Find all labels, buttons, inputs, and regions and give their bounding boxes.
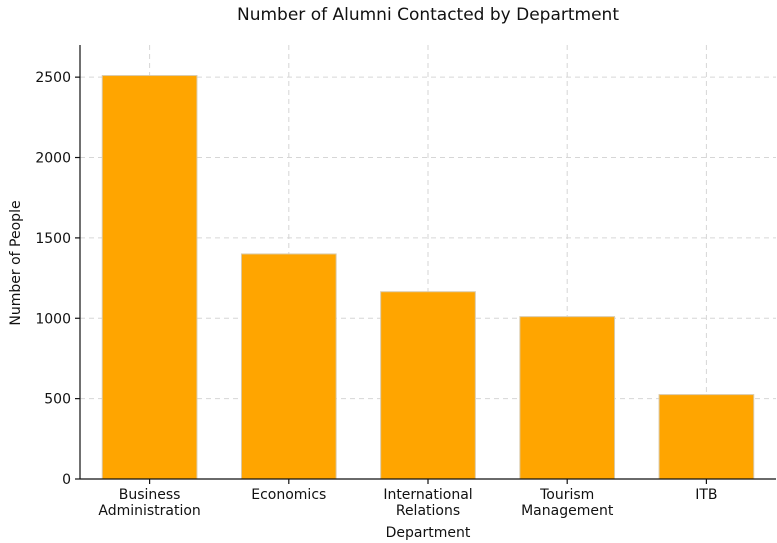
bar [658, 394, 755, 480]
bar [240, 253, 337, 480]
x-tick-label: Business Administration [98, 487, 200, 519]
x-tick-label: Economics [251, 487, 326, 503]
y-tick-label: 1500 [35, 231, 71, 247]
bars [101, 75, 755, 480]
y-tick-label: 0 [62, 472, 71, 488]
y-tick-label: 1000 [35, 311, 71, 327]
y-tick-label: 500 [44, 392, 71, 408]
y-tick-label: 2000 [35, 151, 71, 167]
y-axis-label: Number of People [8, 200, 24, 325]
x-axis-ticks: Business Administration Economics Internati… [98, 479, 718, 519]
bar [380, 291, 476, 480]
bar [519, 316, 616, 480]
y-tick-label: 2500 [35, 70, 71, 86]
bar [101, 75, 198, 480]
x-tick-label: ITB [695, 487, 717, 503]
chart-title: Number of Alumni Contacted by Department [237, 5, 619, 25]
x-tick-label: International Relations [383, 487, 472, 519]
x-axis-label: Department [386, 525, 471, 541]
y-axis-ticks: 0 500 1000 1500 2000 2500 [35, 70, 80, 488]
x-tick-label: Tourism Management [521, 487, 614, 519]
